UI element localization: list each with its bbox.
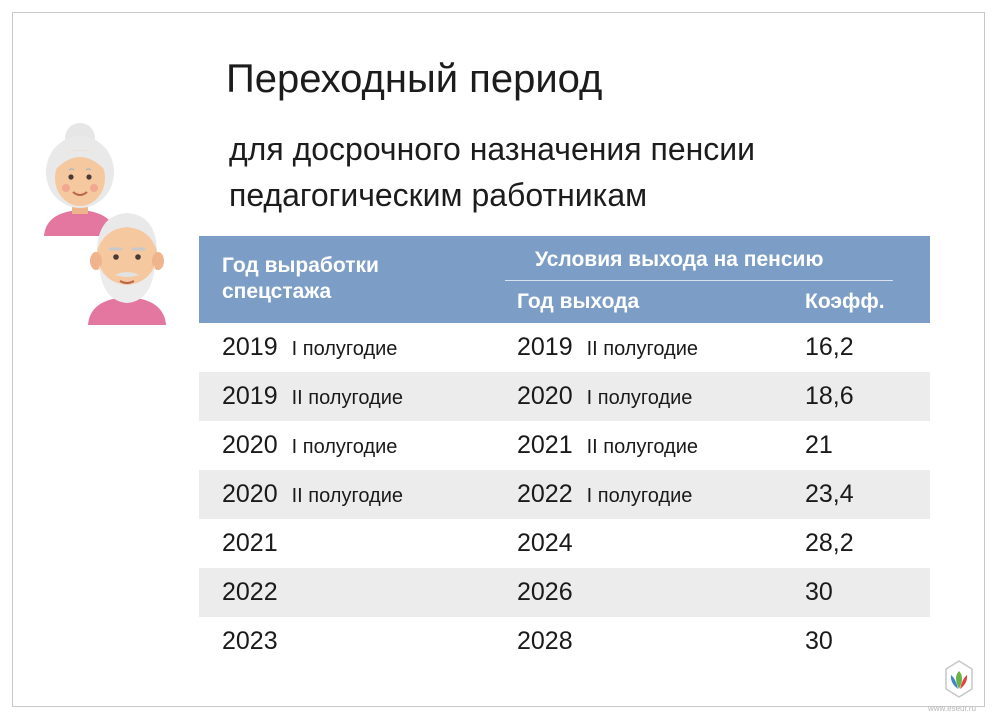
header-divider [505, 280, 893, 281]
service-half: I полугодие [291, 338, 398, 360]
cell-service-year: 2020 II полугодие [222, 470, 403, 519]
cell-service-year: 2019 I полугодие [222, 323, 397, 372]
cell-service-year: 2020 I полугодие [222, 421, 397, 470]
service-year: 2023 [222, 627, 278, 655]
cell-exit-year: 2021 II полугодие [517, 421, 698, 470]
exit-year: 2021 [517, 431, 573, 459]
cell-coefficient: 16,2 [805, 333, 854, 361]
grandmother-avatar-icon [44, 123, 116, 236]
exit-half: I полугодие [586, 387, 693, 409]
subtitle-line-1: для досрочного назначения пенсии [229, 131, 756, 167]
exit-half: II полугодие [586, 436, 698, 458]
header-exit-year: Год выхода [517, 290, 640, 313]
subtitle-line-2: педагогическим работникам [229, 177, 648, 213]
exit-year: 2026 [517, 578, 573, 606]
cell-exit-year: 2028 [517, 617, 573, 666]
pension-transition-table: Год выработки спецстажа Условия выхода н… [199, 236, 930, 666]
page-subtitle: для досрочного назначения пенсии педагог… [229, 126, 755, 218]
cell-coefficient: 23,4 [805, 480, 854, 508]
table-row: 2020 I полугодие 2021 II полугодие 21 [199, 421, 930, 470]
cell-exit-year: 2019 II полугодие [517, 323, 698, 372]
cell-service-year: 2019 II полугодие [222, 372, 403, 421]
service-half: I полугодие [291, 436, 398, 458]
table-row: 2022 2026 30 [199, 568, 930, 617]
cell-coefficient: 21 [805, 431, 833, 459]
cell-coefficient: 18,6 [805, 382, 854, 410]
service-half: II полугодие [291, 387, 403, 409]
cell-service-year: 2022 [222, 568, 278, 617]
cell-exit-year: 2022 I полугодие [517, 470, 692, 519]
table-row: 2021 2024 28,2 [199, 519, 930, 568]
cell-service-year: 2023 [222, 617, 278, 666]
exit-half: I полугодие [586, 485, 693, 507]
cell-coefficient: 28,2 [805, 529, 854, 557]
page-title: Переходный период [226, 57, 603, 101]
service-half: II полугодие [291, 485, 403, 507]
service-year: 2019 [222, 382, 278, 410]
exit-year: 2028 [517, 627, 573, 655]
table-header: Год выработки спецстажа Условия выхода н… [199, 236, 930, 323]
exit-year: 2020 [517, 382, 573, 410]
exit-half: II полугодие [586, 338, 698, 360]
table-row: 2019 I полугодие 2019 II полугодие 16,2 [199, 323, 930, 372]
table-row: 2023 2028 30 [199, 617, 930, 666]
union-logo-icon [945, 660, 973, 698]
cell-service-year: 2021 [222, 519, 278, 568]
table-row: 2019 II полугодие 2020 I полугодие 18,6 [199, 372, 930, 421]
cell-exit-year: 2020 I полугодие [517, 372, 692, 421]
header-year-of-service: Год выработки спецстажа [222, 254, 379, 303]
exit-year: 2022 [517, 480, 573, 508]
header-coefficient: Коэфф. [805, 290, 885, 313]
service-year: 2020 [222, 480, 278, 508]
cell-coefficient: 30 [805, 578, 833, 606]
service-year: 2021 [222, 529, 278, 557]
cell-coefficient: 30 [805, 627, 833, 655]
service-year: 2020 [222, 431, 278, 459]
service-year: 2022 [222, 578, 278, 606]
service-year: 2019 [222, 333, 278, 361]
cell-exit-year: 2026 [517, 568, 573, 617]
exit-year: 2019 [517, 333, 573, 361]
watermark-text: www.eseur.ru [928, 704, 977, 713]
cell-exit-year: 2024 [517, 519, 573, 568]
header-retirement-conditions: Условия выхода на пенсию [535, 248, 824, 271]
table-row: 2020 II полугодие 2022 I полугодие 23,4 [199, 470, 930, 519]
exit-year: 2024 [517, 529, 573, 557]
slide-frame [12, 12, 985, 707]
grandfather-avatar-icon [88, 213, 166, 325]
